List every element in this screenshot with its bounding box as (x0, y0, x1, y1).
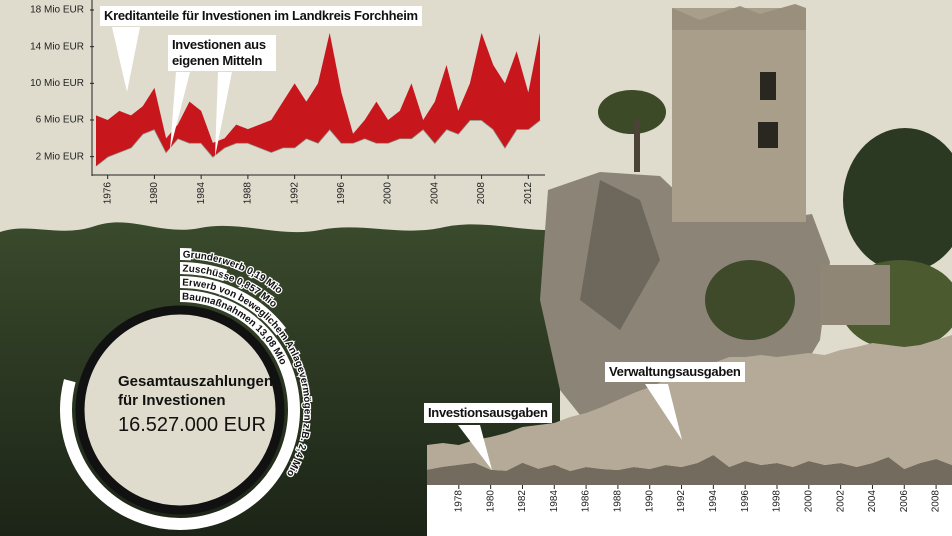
center-disc (75, 305, 285, 515)
callout-pointers (112, 27, 682, 470)
x-tick-label: 1986 (581, 490, 592, 513)
x-tick-label: 1990 (644, 490, 655, 513)
x-tick-label: 2002 (835, 490, 846, 513)
x-tick-label: 1976 (102, 182, 113, 205)
radial-bar (179, 276, 286, 336)
x-tick-label: 2012 (523, 182, 534, 205)
x-tick-label: 1982 (517, 490, 528, 513)
series-area (96, 32, 540, 166)
series-label: Kreditanteile für Investionen im Landkre… (100, 6, 422, 26)
y-tick-label: 10 Mio EUR (30, 78, 84, 89)
y-tick-label: 18 Mio EUR (30, 5, 84, 16)
x-tick-label: 1992 (676, 490, 687, 513)
radial-bar (60, 290, 300, 530)
radial-total: 16.527.000 EUR (118, 414, 266, 436)
center-text: Gesamtauszahlungen für Investionen 16.52… (118, 372, 288, 437)
x-tick-label: 2006 (899, 490, 910, 513)
x-tick-label: 1998 (772, 490, 783, 513)
y-tick-label: 2 Mio EUR (36, 151, 84, 162)
x-tick-label: 1980 (485, 490, 496, 513)
series-label: Verwaltungsausgaben (605, 362, 745, 382)
axis-strip (427, 485, 952, 536)
x-tick-label: 2004 (867, 490, 878, 513)
radial-bar (179, 262, 228, 282)
x-tick-label: 1988 (613, 490, 624, 513)
series-label: Investionen aus eigenen Mitteln (168, 35, 276, 71)
x-tick-label: 1980 (149, 182, 160, 205)
series-area (427, 455, 952, 485)
x-tick-label: 1978 (453, 490, 464, 513)
series-label: Investionsausgaben (424, 403, 552, 423)
series-area (427, 335, 952, 471)
x-tick-label: 1996 (336, 182, 347, 205)
radial-title: Gesamtauszahlungen für Investionen (118, 373, 274, 409)
x-tick-label: 2000 (803, 490, 814, 513)
x-tick-label: 1984 (196, 182, 207, 205)
y-tick-label: 6 Mio EUR (36, 115, 84, 126)
x-tick-label: 1992 (289, 182, 300, 205)
x-tick-label: 2004 (429, 182, 440, 205)
x-tick-label: 1988 (243, 182, 254, 205)
x-tick-label: 1994 (708, 490, 719, 513)
x-tick-label: 1996 (740, 490, 751, 513)
x-tick-label: 1984 (549, 490, 560, 513)
x-tick-label: 2008 (476, 182, 487, 205)
x-tick-label: 2008 (931, 490, 942, 513)
y-tick-label: 14 Mio EUR (30, 41, 84, 52)
x-tick-label: 2000 (383, 182, 394, 205)
